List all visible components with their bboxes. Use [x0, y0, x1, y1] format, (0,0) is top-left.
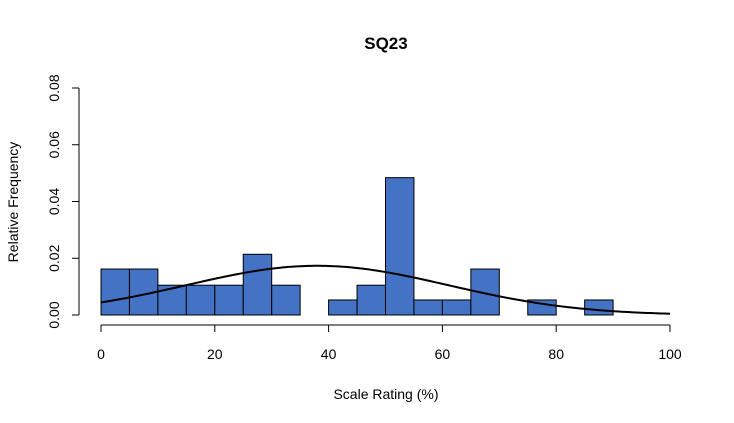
histogram-bar	[185, 284, 216, 316]
x-tick-label: 80	[548, 346, 564, 362]
y-tick-label: 0.08	[46, 74, 62, 101]
y-axis-label: Relative Frequency	[5, 142, 21, 263]
x-tick-label: 40	[321, 346, 337, 362]
histogram-bars	[100, 177, 614, 316]
histogram-bar	[527, 299, 557, 316]
y-tick-label: 0.00	[46, 301, 62, 328]
chart-title: SQ23	[364, 34, 407, 53]
histogram-bar	[214, 284, 244, 316]
histogram-bar	[328, 299, 358, 316]
x-axis-label: Scale Rating (%)	[333, 386, 438, 402]
histogram-bar	[413, 299, 443, 316]
histogram-bar	[441, 299, 472, 316]
y-tick-label: 0.02	[46, 244, 62, 271]
x-tick-label: 20	[207, 346, 223, 362]
histogram-bar	[100, 268, 130, 316]
x-tick-label: 60	[435, 346, 451, 362]
x-axis: 0 20 40 60 80 100	[97, 324, 682, 362]
x-tick-label: 0	[97, 346, 105, 362]
y-tick-label: 0.04	[46, 188, 62, 215]
y-tick-label: 0.06	[46, 131, 62, 158]
density-curve	[100, 264, 671, 315]
histogram-bar	[584, 299, 614, 316]
y-axis: 0.00 0.02 0.04 0.06 0.08	[46, 74, 80, 329]
histogram-bar	[242, 253, 273, 316]
x-tick-label: 100	[658, 346, 682, 362]
histogram-bar	[356, 284, 386, 316]
histogram-bar	[385, 177, 415, 316]
histogram-bar	[271, 284, 301, 316]
